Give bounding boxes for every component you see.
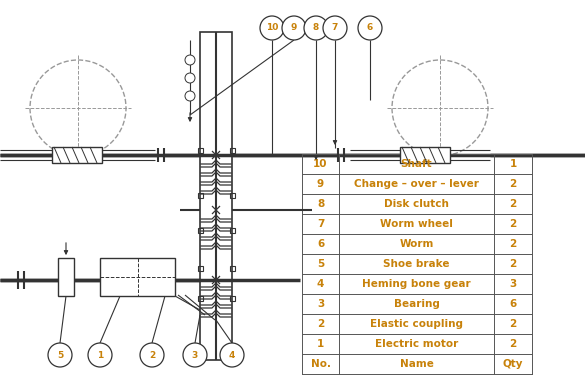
Circle shape	[282, 16, 306, 40]
Circle shape	[140, 343, 164, 367]
Bar	[229, 296, 235, 301]
Circle shape	[304, 16, 328, 40]
Text: 1: 1	[317, 339, 324, 349]
Text: 6: 6	[367, 23, 373, 32]
Text: 2: 2	[149, 351, 155, 360]
Text: No.: No.	[311, 359, 331, 369]
Text: 5: 5	[57, 351, 63, 360]
Circle shape	[88, 343, 112, 367]
Bar	[229, 266, 235, 271]
Bar	[200, 32, 232, 360]
Text: 3: 3	[317, 299, 324, 309]
Text: 2: 2	[510, 219, 517, 229]
Bar	[229, 227, 235, 232]
Text: Disk clutch: Disk clutch	[384, 199, 449, 209]
Text: 2: 2	[510, 239, 517, 249]
Text: Name: Name	[400, 359, 433, 369]
Circle shape	[185, 91, 195, 101]
Circle shape	[392, 60, 488, 156]
Text: 4: 4	[229, 351, 235, 360]
Circle shape	[30, 60, 126, 156]
Bar	[198, 147, 202, 152]
Text: Change – over – lever: Change – over – lever	[354, 179, 479, 189]
Text: 3: 3	[192, 351, 198, 360]
Text: 5: 5	[317, 259, 324, 269]
Circle shape	[323, 16, 347, 40]
Text: 10: 10	[266, 23, 278, 32]
Circle shape	[183, 343, 207, 367]
Circle shape	[185, 55, 195, 65]
Text: 2: 2	[510, 179, 517, 189]
Text: 6: 6	[510, 299, 517, 309]
Text: Heming bone gear: Heming bone gear	[362, 279, 471, 289]
Text: 4: 4	[317, 279, 324, 289]
Text: Shaft: Shaft	[401, 159, 432, 169]
Text: 10: 10	[313, 159, 328, 169]
Circle shape	[220, 343, 244, 367]
Text: 8: 8	[317, 199, 324, 209]
Text: 1: 1	[510, 159, 517, 169]
Circle shape	[185, 73, 195, 83]
Bar	[400, 147, 450, 163]
Text: 2: 2	[510, 339, 517, 349]
Circle shape	[358, 16, 382, 40]
Text: 7: 7	[332, 23, 338, 32]
Bar	[100, 258, 175, 296]
Text: Worm: Worm	[400, 239, 433, 249]
Text: Elastic coupling: Elastic coupling	[370, 319, 463, 329]
Circle shape	[48, 343, 72, 367]
Circle shape	[260, 16, 284, 40]
Text: 1: 1	[97, 351, 103, 360]
Bar	[58, 258, 74, 296]
Bar	[198, 193, 202, 197]
Text: 6: 6	[317, 239, 324, 249]
Text: 9: 9	[317, 179, 324, 189]
Text: 3: 3	[510, 279, 517, 289]
Bar	[198, 296, 202, 301]
Bar	[229, 147, 235, 152]
Text: 2: 2	[317, 319, 324, 329]
Text: 8: 8	[313, 23, 319, 32]
Bar	[52, 147, 102, 163]
Text: 9: 9	[291, 23, 297, 32]
Bar	[198, 227, 202, 232]
Text: Worm wheel: Worm wheel	[380, 219, 453, 229]
Text: 7: 7	[317, 219, 324, 229]
Text: Bearing: Bearing	[394, 299, 439, 309]
Text: 2: 2	[510, 319, 517, 329]
Text: Qty: Qty	[503, 359, 523, 369]
Text: 2: 2	[510, 199, 517, 209]
Bar	[198, 266, 202, 271]
Bar	[229, 193, 235, 197]
Text: 2: 2	[510, 259, 517, 269]
Text: Shoe brake: Shoe brake	[383, 259, 450, 269]
Text: Electric motor: Electric motor	[375, 339, 458, 349]
